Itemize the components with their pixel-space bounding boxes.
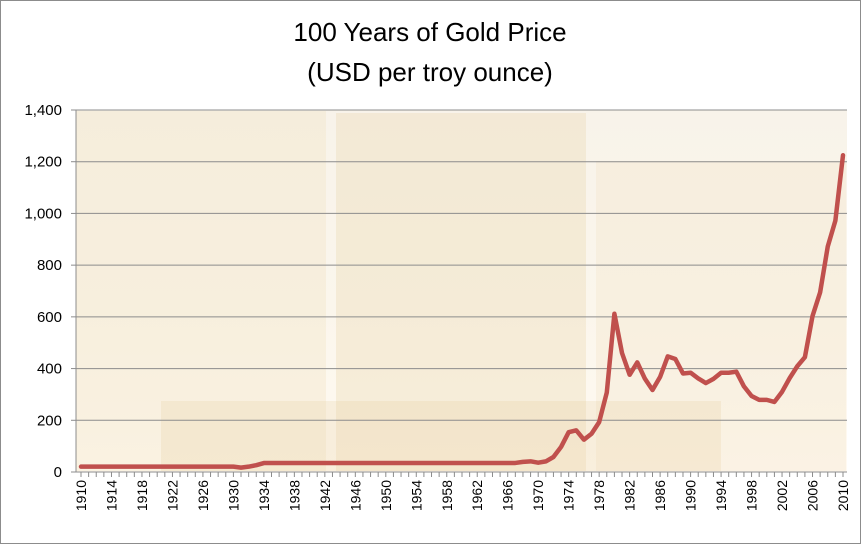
x-tick-label: 1946 bbox=[347, 480, 363, 511]
x-tick-label: 2002 bbox=[774, 480, 790, 511]
x-tick-label: 1958 bbox=[439, 480, 455, 511]
x-tick-label: 1978 bbox=[591, 480, 607, 511]
x-tick-label: 1966 bbox=[500, 480, 516, 511]
x-tick-label: 1970 bbox=[530, 480, 546, 511]
plot-background bbox=[76, 110, 847, 472]
gold-bar-shape-bottom bbox=[161, 401, 721, 471]
y-tick-label: 600 bbox=[37, 309, 62, 326]
chart-subtitle: (USD per troy ounce) bbox=[307, 57, 553, 87]
price-series-line bbox=[78, 153, 846, 470]
y-tick-label: 1,200 bbox=[24, 154, 62, 171]
chart-title: 100 Years of Gold Price bbox=[293, 17, 566, 47]
x-tick-label: 1922 bbox=[164, 480, 180, 511]
series-layer bbox=[78, 153, 846, 470]
x-tick-label: 1942 bbox=[317, 480, 333, 511]
y-tick-label: 1,000 bbox=[24, 205, 62, 222]
gold-bar-shape-right bbox=[596, 161, 846, 471]
x-tick-label: 1990 bbox=[683, 480, 699, 511]
x-tick-label: 1998 bbox=[744, 480, 760, 511]
y-tick-label: 0 bbox=[54, 464, 62, 481]
x-tick-label: 1950 bbox=[378, 480, 394, 511]
plot-area bbox=[76, 110, 847, 472]
y-tick-label: 800 bbox=[37, 257, 62, 274]
x-tick-label: 1914 bbox=[103, 480, 119, 511]
y-tick-label: 400 bbox=[37, 361, 62, 378]
gridlines bbox=[76, 109, 847, 421]
gold-bar-shape-left bbox=[76, 111, 326, 471]
x-tick-label: 2006 bbox=[805, 480, 821, 511]
x-tick-label: 1910 bbox=[73, 480, 89, 511]
x-tick-label: 1918 bbox=[134, 480, 150, 511]
x-tick-label: 1982 bbox=[622, 480, 638, 511]
x-tick-label: 1930 bbox=[225, 480, 241, 511]
x-axis-ticks: 1910 1914 1918 1922 1926 1930 1934 1938 1942 1946… bbox=[73, 472, 851, 511]
y-tick-label: 200 bbox=[37, 412, 62, 429]
gold-bar-shape-center bbox=[336, 113, 586, 471]
x-tick-label: 1926 bbox=[195, 480, 211, 511]
x-tick-label: 1954 bbox=[408, 480, 424, 511]
x-tick-label: 1962 bbox=[469, 480, 485, 511]
y-tick-label: 1,400 bbox=[24, 102, 62, 119]
x-tick-label: 2010 bbox=[835, 480, 851, 511]
x-tick-label: 1986 bbox=[652, 480, 668, 511]
x-tick-label: 1974 bbox=[561, 480, 577, 511]
x-tick-label: 1938 bbox=[286, 480, 302, 511]
x-tick-label: 1994 bbox=[713, 480, 729, 511]
x-tick-label: 1934 bbox=[256, 480, 272, 511]
y-axis-ticks: 0 200 400 600 800 1,000 1,200 1,400 bbox=[24, 102, 76, 481]
